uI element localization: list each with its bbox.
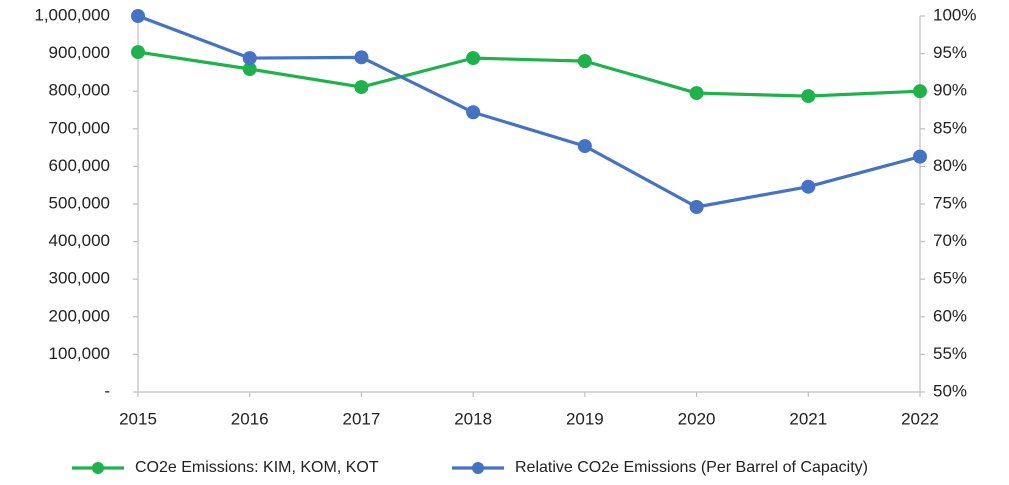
y-tick-label: 500,000: [49, 193, 110, 212]
series-line: [137, 50, 921, 98]
legend-label: CO2e Emissions: KIM, KOM, KOT: [135, 459, 379, 476]
y2-tick-label: 70%: [933, 231, 967, 250]
legend-marker: [92, 462, 104, 474]
data-point: [131, 9, 145, 23]
y-tick-label: 700,000: [49, 118, 110, 137]
y2-tick-label: 80%: [933, 156, 967, 175]
data-point: [913, 149, 927, 164]
data-point: [577, 54, 592, 69]
data-point: [801, 179, 816, 194]
data-point: [801, 89, 816, 104]
legend-label: Relative CO2e Emissions (Per Barrel of C…: [515, 459, 868, 476]
data-point: [131, 45, 145, 60]
y2-tick-label: 90%: [933, 81, 967, 100]
x-tick-label: 2022: [901, 409, 939, 428]
y2-tick-label: 50%: [933, 381, 967, 400]
y2-tick-label: 75%: [933, 193, 967, 212]
y-tick-label: 100,000: [49, 344, 110, 363]
y2-tick-label: 60%: [933, 306, 967, 325]
y-tick-label: 200,000: [49, 306, 110, 325]
series-line: [137, 14, 921, 209]
x-tick-label: 2018: [454, 409, 492, 428]
data-point: [689, 200, 704, 215]
y-tick-label: 900,000: [49, 43, 110, 62]
x-tick-label: 2019: [566, 409, 604, 428]
y-tick-label: 1,000,000: [34, 5, 110, 24]
legend-marker: [472, 462, 484, 474]
y-tick-label: -: [104, 381, 110, 400]
data-point: [466, 105, 481, 120]
data-point: [466, 51, 481, 66]
y-tick-label: 300,000: [49, 269, 110, 288]
y2-tick-label: 100%: [933, 5, 976, 24]
data-point: [354, 80, 369, 95]
x-tick-label: 2017: [343, 409, 381, 428]
y2-tick-label: 65%: [933, 269, 967, 288]
y2-tick-label: 95%: [933, 43, 967, 62]
x-tick-label: 2021: [789, 409, 827, 428]
y2-tick-label: 85%: [933, 118, 967, 137]
x-tick-label: 2020: [678, 409, 716, 428]
y-tick-label: 400,000: [49, 231, 110, 250]
y-tick-label: 600,000: [49, 156, 110, 175]
data-point: [689, 86, 704, 101]
y2-tick-label: 55%: [933, 344, 967, 363]
x-tick-label: 2015: [119, 409, 157, 428]
y-tick-label: 800,000: [49, 81, 110, 100]
data-point: [577, 139, 592, 154]
data-point: [242, 62, 257, 77]
data-point: [354, 50, 369, 65]
x-tick-label: 2016: [231, 409, 269, 428]
data-point: [913, 84, 927, 99]
data-point: [242, 51, 257, 66]
